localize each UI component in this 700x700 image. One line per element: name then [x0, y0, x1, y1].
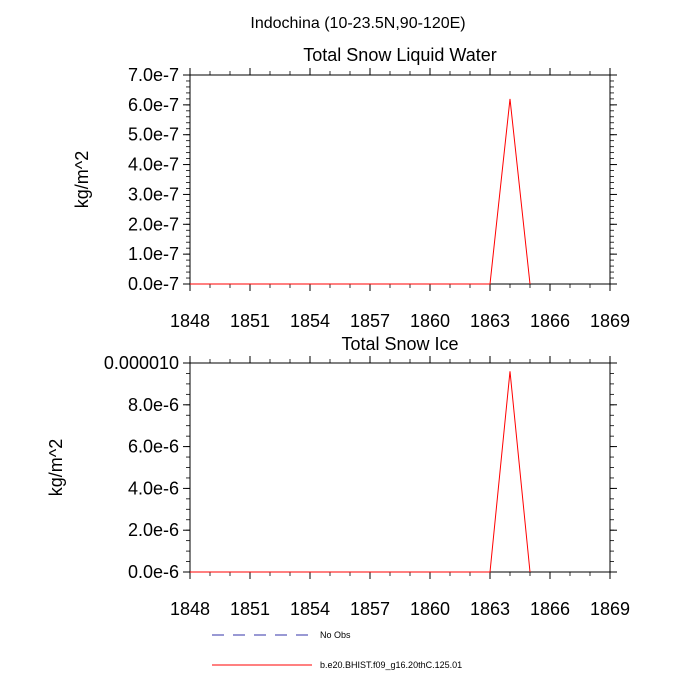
x-tick-label: 1857: [350, 599, 390, 619]
figure-title: Indochina (10-23.5N,90-120E): [250, 15, 465, 32]
y-tick-label: 8.0e-6: [128, 395, 179, 415]
x-tick-label: 1851: [230, 599, 270, 619]
y-tick-label: 2.0e-6: [128, 520, 179, 540]
x-tick-label: 1869: [590, 599, 630, 619]
x-tick-label: 1866: [530, 311, 570, 331]
series-line: [190, 98, 531, 285]
panel-title: Total Snow Ice: [341, 334, 458, 354]
panel-snow-ice: Total Snow Ice 0.0e-6 2.0e-6 4.0e-6 6.0e-6 8.…: [46, 334, 630, 619]
x-tick-label: 1854: [290, 599, 330, 619]
legend: No Obs b.e20.BHIST.f09_g16.20thC.125.01: [212, 630, 462, 670]
x-tick-label: 1848: [170, 599, 210, 619]
y-tick-label: 3.0e-7: [128, 184, 179, 204]
legend-label-model-run: b.e20.BHIST.f09_g16.20thC.125.01: [320, 660, 462, 670]
y-tick-label: 4.0e-7: [128, 155, 179, 175]
y-tick-label: 2.0e-7: [128, 214, 179, 234]
y-tick-label: 7.0e-7: [128, 65, 179, 85]
plot-frame: [189, 362, 611, 573]
legend-label-no-obs: No Obs: [320, 630, 351, 640]
x-tick-label: 1848: [170, 311, 210, 331]
x-tick-label: 1860: [410, 311, 450, 331]
x-tick-label: 1857: [350, 311, 390, 331]
x-tick-label: 1863: [470, 311, 510, 331]
y-tick-label: 5.0e-7: [128, 125, 179, 145]
y-tick-label: 4.0e-6: [128, 478, 179, 498]
plot-frame: [189, 74, 611, 285]
panel-title: Total Snow Liquid Water: [303, 45, 496, 65]
y-tick-label: 0.0e-6: [128, 562, 179, 582]
x-tick-label: 1866: [530, 599, 570, 619]
y-axis-label: kg/m^2: [72, 151, 92, 208]
x-tick-label: 1860: [410, 599, 450, 619]
x-tick-label: 1869: [590, 311, 630, 331]
x-tick-label: 1863: [470, 599, 510, 619]
y-tick-label: 1.0e-7: [128, 244, 179, 264]
y-tick-label: 6.0e-6: [128, 437, 179, 457]
series-line: [190, 371, 531, 573]
y-tick-label: 0.000010: [104, 353, 179, 373]
panel-snow-liquid-water: Total Snow Liquid Water 0.0e-7 1.0e-7 2.0e-…: [72, 45, 630, 331]
y-tick-label: 6.0e-7: [128, 95, 179, 115]
x-tick-label: 1851: [230, 311, 270, 331]
y-axis-label: kg/m^2: [46, 439, 66, 496]
y-tick-label: 0.0e-7: [128, 274, 179, 294]
x-tick-label: 1854: [290, 311, 330, 331]
